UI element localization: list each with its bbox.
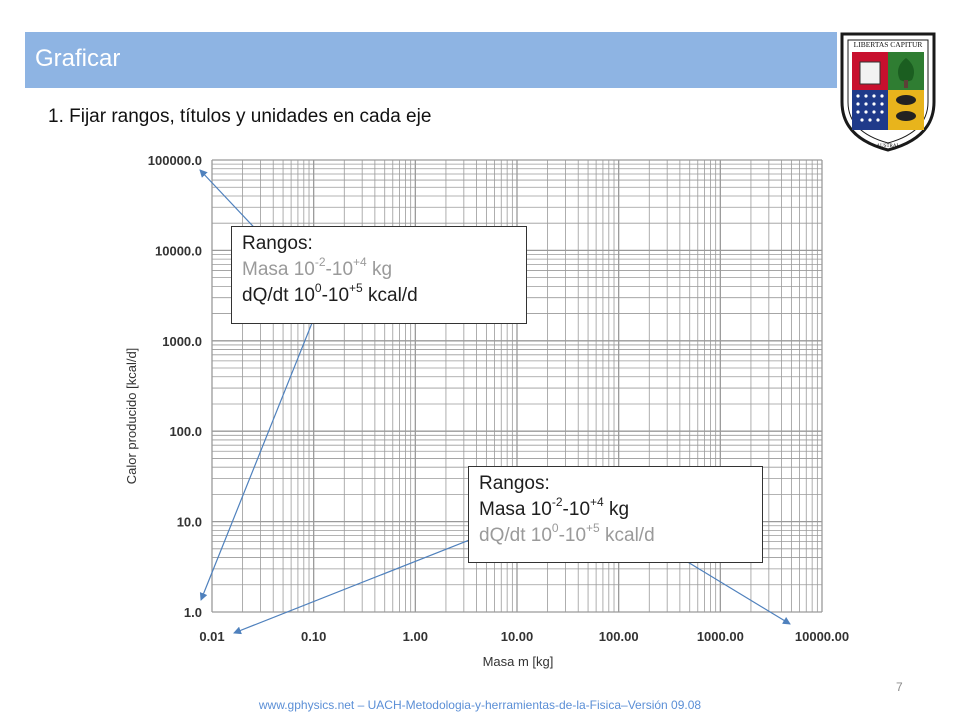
x-tick-label: 100.00 <box>599 629 639 644</box>
x-axis-tick-labels: 0.01 0.10 1.00 10.00 100.00 1000.00 10000.00 <box>199 629 849 644</box>
university-crest-logo: LIBERTAS CAPITUR AUSTRAL <box>840 32 936 152</box>
y-axis-label: Calor producido [kcal/d] <box>124 348 139 485</box>
footer-source: www.gphysics.net – UACH-Metodologia-y-he… <box>258 698 702 712</box>
callout-title: Rangos: <box>479 473 550 494</box>
slide-subtitle: 1. Fijar rangos, títulos y unidades en c… <box>48 106 432 127</box>
y-tick-label: 10.0 <box>177 515 202 530</box>
slide-title: Graficar <box>35 45 121 72</box>
y-tick-label: 100.0 <box>169 424 202 439</box>
y-axis-tick-labels: 1.0 10.0 100.0 1000.0 10000.0 100000.0 <box>148 153 202 620</box>
svg-text:LIBERTAS CAPITUR: LIBERTAS CAPITUR <box>854 40 923 49</box>
arrow-to-y-min <box>199 317 315 601</box>
callout-x-range: Rangos: Masa 10-2-10+4 kg dQ/dt 100-10+5… <box>468 466 763 563</box>
y-tick-label: 1.0 <box>184 605 202 620</box>
callout-title: Rangos: <box>242 233 313 254</box>
x-tick-label: 10.00 <box>501 629 534 644</box>
y-tick-label: 1000.0 <box>162 334 202 349</box>
x-tick-label: 1000.00 <box>697 629 744 644</box>
x-axis-label: Masa m [kg] <box>483 654 554 669</box>
callout-heat-range: dQ/dt 100-10+5 kcal/d <box>242 280 418 306</box>
y-tick-label: 100000.0 <box>148 153 202 168</box>
callout-mass-range: Masa 10-2-10+4 kg <box>242 254 393 280</box>
callout-heat-range: dQ/dt 100-10+5 kcal/d <box>479 520 655 546</box>
y-tick-label: 10000.0 <box>155 243 202 258</box>
x-tick-label: 10000.00 <box>795 629 849 644</box>
callout-mass-range: Masa 10-2-10+4 kg <box>479 494 630 520</box>
x-tick-label: 0.01 <box>199 629 224 644</box>
callout-y-range: Rangos: Masa 10-2-10+4 kg dQ/dt 100-10+5… <box>231 226 527 324</box>
svg-text:AUSTRAL: AUSTRAL <box>876 144 899 149</box>
title-bar: Graficar <box>25 32 837 88</box>
page-number: 7 <box>896 680 903 694</box>
x-tick-label: 0.10 <box>301 629 326 644</box>
x-tick-label: 1.00 <box>403 629 428 644</box>
